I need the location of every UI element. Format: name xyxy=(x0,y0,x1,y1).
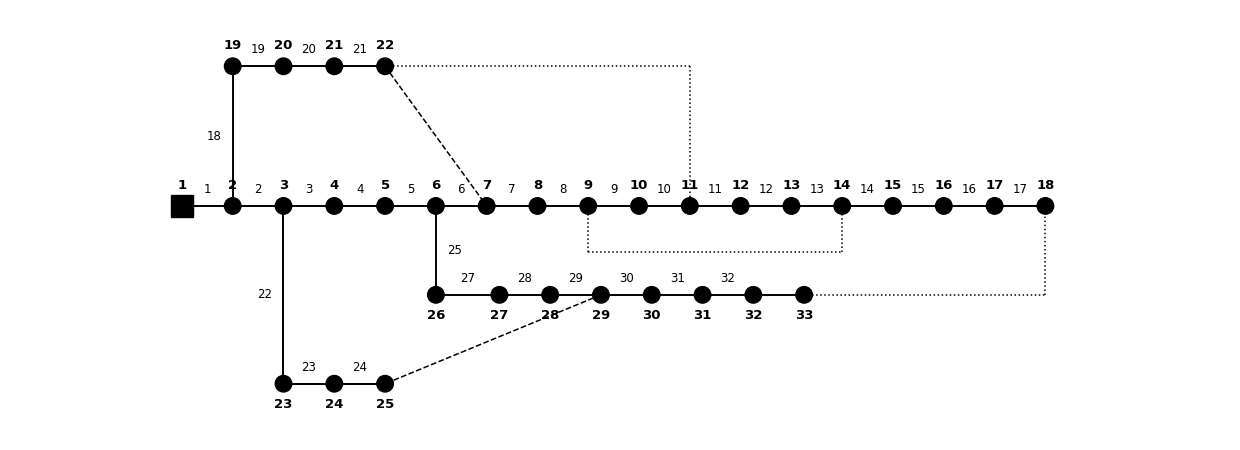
Text: 23: 23 xyxy=(301,360,316,374)
Text: 24: 24 xyxy=(325,398,343,411)
Circle shape xyxy=(479,198,495,214)
Circle shape xyxy=(326,198,342,214)
Circle shape xyxy=(377,198,393,214)
Text: 14: 14 xyxy=(861,183,875,196)
Text: 17: 17 xyxy=(1013,183,1028,196)
Circle shape xyxy=(377,375,393,392)
Text: 33: 33 xyxy=(795,309,813,322)
Circle shape xyxy=(529,198,546,214)
Text: 32: 32 xyxy=(744,309,763,322)
Circle shape xyxy=(377,58,393,75)
Circle shape xyxy=(428,287,444,303)
Text: 11: 11 xyxy=(708,183,723,196)
Text: 18: 18 xyxy=(1037,179,1054,192)
Text: 14: 14 xyxy=(833,179,852,192)
Text: 22: 22 xyxy=(257,288,272,302)
Text: 3: 3 xyxy=(279,179,288,192)
Circle shape xyxy=(935,198,952,214)
Circle shape xyxy=(986,198,1003,214)
Circle shape xyxy=(796,287,812,303)
Circle shape xyxy=(694,287,711,303)
Text: 16: 16 xyxy=(962,183,977,196)
Text: 20: 20 xyxy=(301,43,316,56)
Text: 4: 4 xyxy=(330,179,339,192)
Text: 17: 17 xyxy=(986,179,1003,192)
Text: 20: 20 xyxy=(274,39,293,52)
Circle shape xyxy=(733,198,749,214)
Circle shape xyxy=(745,287,761,303)
Text: 6: 6 xyxy=(458,183,465,196)
Bar xyxy=(171,195,192,217)
Text: 5: 5 xyxy=(381,179,389,192)
Circle shape xyxy=(326,58,342,75)
Circle shape xyxy=(593,287,609,303)
Text: 7: 7 xyxy=(508,183,516,196)
Circle shape xyxy=(631,198,647,214)
Circle shape xyxy=(428,198,444,214)
Text: 31: 31 xyxy=(670,272,684,285)
Text: 12: 12 xyxy=(759,183,774,196)
Circle shape xyxy=(275,375,291,392)
Circle shape xyxy=(224,58,241,75)
Text: 4: 4 xyxy=(356,183,363,196)
Text: 32: 32 xyxy=(720,272,735,285)
Text: 30: 30 xyxy=(642,309,661,322)
Text: 7: 7 xyxy=(482,179,491,192)
Text: 21: 21 xyxy=(325,39,343,52)
Circle shape xyxy=(1037,198,1054,214)
Text: 19: 19 xyxy=(250,43,265,56)
Text: 8: 8 xyxy=(559,183,567,196)
Text: 2: 2 xyxy=(228,179,237,192)
Text: 29: 29 xyxy=(568,272,583,285)
Circle shape xyxy=(835,198,851,214)
Text: 25: 25 xyxy=(376,398,394,411)
Text: 8: 8 xyxy=(533,179,542,192)
Circle shape xyxy=(542,287,558,303)
Text: 29: 29 xyxy=(591,309,610,322)
Text: 28: 28 xyxy=(517,272,532,285)
Text: 1: 1 xyxy=(203,183,211,196)
Text: 11: 11 xyxy=(681,179,699,192)
Circle shape xyxy=(275,198,291,214)
Text: 30: 30 xyxy=(619,272,634,285)
Text: 3: 3 xyxy=(305,183,312,196)
Text: 2: 2 xyxy=(254,183,262,196)
Circle shape xyxy=(784,198,800,214)
Circle shape xyxy=(644,287,660,303)
Text: 28: 28 xyxy=(541,309,559,322)
Text: 13: 13 xyxy=(810,183,825,196)
Circle shape xyxy=(682,198,698,214)
Text: 27: 27 xyxy=(460,272,475,285)
Text: 25: 25 xyxy=(448,244,463,257)
Text: 21: 21 xyxy=(352,43,367,56)
Text: 24: 24 xyxy=(352,360,367,374)
Circle shape xyxy=(491,287,507,303)
Text: 16: 16 xyxy=(935,179,954,192)
Text: 12: 12 xyxy=(732,179,750,192)
Circle shape xyxy=(885,198,901,214)
Text: 9: 9 xyxy=(610,183,618,196)
Text: 22: 22 xyxy=(376,39,394,52)
Circle shape xyxy=(326,375,342,392)
Text: 10: 10 xyxy=(630,179,649,192)
Text: 19: 19 xyxy=(223,39,242,52)
Text: 15: 15 xyxy=(911,183,926,196)
Circle shape xyxy=(580,198,596,214)
Text: 1: 1 xyxy=(177,179,186,192)
Text: 31: 31 xyxy=(693,309,712,322)
Circle shape xyxy=(224,198,241,214)
Text: 26: 26 xyxy=(427,309,445,322)
Text: 18: 18 xyxy=(206,130,221,143)
Text: 10: 10 xyxy=(657,183,672,196)
Text: 13: 13 xyxy=(782,179,801,192)
Text: 15: 15 xyxy=(884,179,903,192)
Text: 5: 5 xyxy=(407,183,414,196)
Text: 23: 23 xyxy=(274,398,293,411)
Circle shape xyxy=(275,58,291,75)
Text: 6: 6 xyxy=(432,179,440,192)
Text: 27: 27 xyxy=(490,309,508,322)
Text: 9: 9 xyxy=(584,179,593,192)
